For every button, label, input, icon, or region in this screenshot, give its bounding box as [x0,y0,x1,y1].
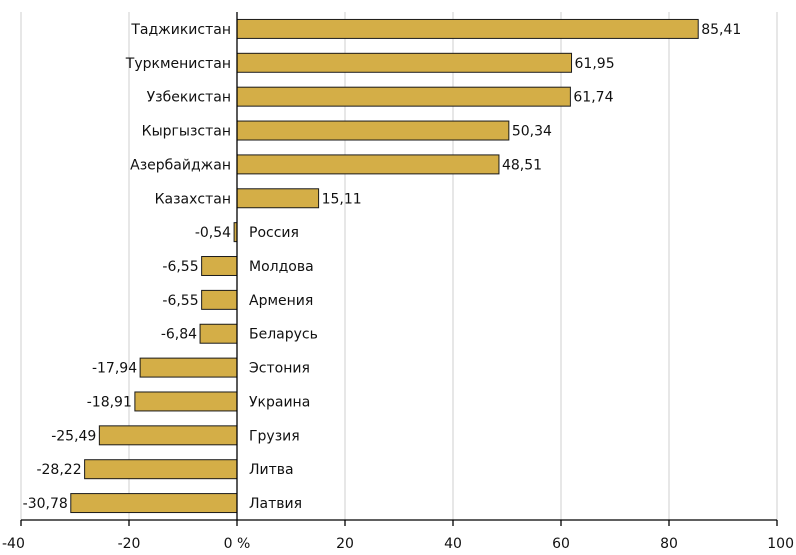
value-label: 50,34 [512,124,552,140]
value-label: -6,55 [162,293,198,309]
bar [236,18,699,39]
category-label: Литва [249,462,294,478]
value-label: -18,91 [87,394,132,410]
value-label: -28,22 [36,462,81,478]
category-label: Туркменистан [125,56,231,72]
bar [199,323,238,344]
category-label: Таджикистан [130,22,231,38]
bar [70,493,238,514]
bar [98,425,238,446]
labels: Таджикистан 85,41 Туркменистан 61,95 Узбекис… [23,22,742,512]
value-label: 85,41 [701,22,741,38]
bar [201,289,238,310]
bar [84,459,238,480]
x-axis: -40 -20 0 % 20 40 60 80 100 [2,519,794,552]
category-label: Узбекистан [147,90,231,106]
category-label: Азербайджан [130,157,231,173]
value-label: 15,11 [322,191,362,207]
category-label: Молдова [249,259,314,275]
value-label: -25,49 [51,428,96,444]
category-label: Беларусь [249,327,318,343]
bar [236,86,571,107]
x-tick-label: 40 [444,536,462,552]
category-label: Грузия [249,428,300,444]
bar [236,52,573,73]
x-tick-label: 0 % [224,536,251,552]
bar [134,391,238,412]
bar [236,154,500,175]
x-tick-label: -20 [118,536,141,552]
x-tick-label: 80 [660,536,678,552]
category-label: Латвия [249,496,302,512]
bar [139,357,238,378]
value-label: -30,78 [23,496,68,512]
category-label: Россия [249,225,299,241]
bar [201,256,238,276]
value-label: -6,55 [162,259,198,275]
x-tick-label: 20 [336,536,354,552]
category-label: Казахстан [155,191,231,207]
value-label: 61,74 [573,90,613,106]
category-label: Эстония [249,361,310,377]
bars [70,18,699,514]
x-tick-label: 100 [767,536,794,552]
value-label: -0,54 [195,225,231,241]
category-label: Кыргызстан [142,124,231,140]
bar [236,188,320,209]
category-label: Армения [249,293,313,309]
bar [236,120,510,141]
x-tick-label: -40 [2,536,25,552]
category-label: Украина [249,394,310,410]
value-label: -17,94 [92,361,137,377]
value-label: 48,51 [502,157,542,173]
value-label: -6,84 [161,327,197,343]
x-tick-label: 60 [552,536,570,552]
value-label: 61,95 [575,56,615,72]
